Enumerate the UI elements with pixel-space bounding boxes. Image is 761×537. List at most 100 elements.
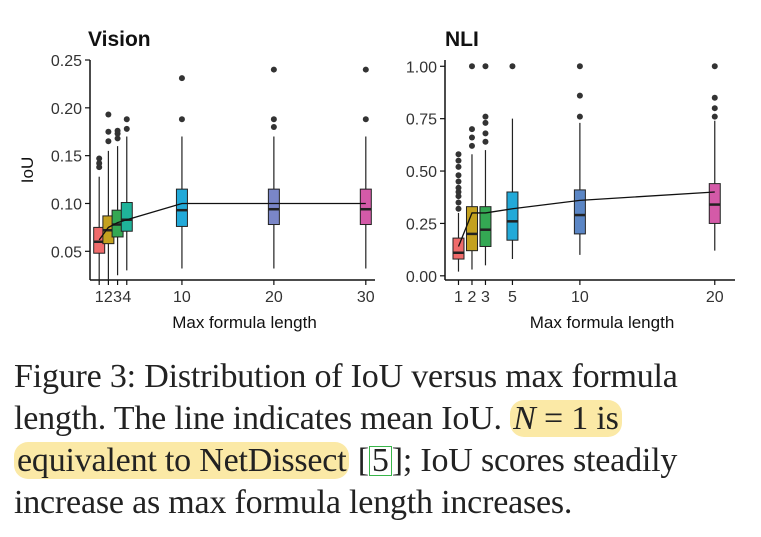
box-body	[267, 188, 280, 226]
outlier-point	[105, 138, 112, 145]
citation-link[interactable]: 5	[368, 444, 392, 478]
caption-line-3: equivalent to NetDissect [5]; IoU scores…	[14, 440, 749, 482]
caption-line-1: Figure 3: Distribution of IoU versus max…	[14, 358, 678, 395]
outlier-point	[482, 119, 489, 126]
box-5	[506, 63, 519, 260]
outlier-point	[455, 199, 462, 206]
box-2	[102, 111, 115, 280]
y-tick-label: 0.15	[51, 149, 82, 166]
box-3	[479, 63, 492, 266]
outlier-point	[96, 160, 103, 167]
outlier-point	[270, 116, 277, 123]
caption-text: ]	[391, 442, 403, 479]
x-tick-label: 3	[481, 289, 490, 306]
outlier-point	[711, 113, 718, 120]
outlier-point	[482, 63, 489, 70]
outlier-point	[105, 128, 112, 135]
y-tick-label: 0.00	[406, 269, 437, 286]
outlier-point	[482, 113, 489, 120]
caption-highlight: equivalent to NetDissect	[14, 442, 350, 479]
x-tick-label: 20	[265, 289, 283, 306]
x-tick-label: 1	[95, 289, 104, 306]
x-axis-label: Max formula length	[530, 313, 675, 332]
box-4	[120, 116, 133, 271]
outlier-point	[711, 94, 718, 101]
outlier-point	[468, 134, 475, 141]
outlier-point	[455, 189, 462, 195]
vision-panel: Vision 0.05 0.10 0.15 0.20 0.25 1 2 3 4 10 20 30 Max …	[18, 28, 375, 332]
box-body	[359, 188, 372, 226]
y-tick-label: 0.05	[51, 244, 82, 261]
outlier-point	[270, 123, 277, 130]
outlier-point	[468, 63, 475, 70]
box-2	[465, 63, 478, 270]
caption-highlight: N = 1 is	[510, 400, 622, 437]
y-tick-label: 0.25	[51, 53, 82, 70]
box-20	[708, 63, 721, 251]
box-body	[506, 191, 519, 241]
outlier-point	[178, 116, 185, 123]
outlier-point	[576, 92, 583, 99]
box-body	[452, 237, 465, 260]
box-10	[175, 75, 188, 269]
outlier-point	[455, 151, 462, 158]
y-tick-label: 0.20	[51, 101, 82, 118]
outlier-point	[482, 130, 489, 137]
y-axis-label: IoU	[18, 157, 37, 183]
x-tick-label: 2	[104, 289, 113, 306]
outlier-point	[114, 135, 121, 142]
outlier-point	[455, 163, 462, 170]
outlier-point	[509, 63, 516, 70]
x-axis-label: Max formula length	[172, 313, 317, 332]
caption-line-4: increase as max formula length increases…	[14, 484, 573, 521]
caption-variable: N	[513, 400, 536, 437]
outlier-point	[455, 184, 462, 191]
outlier-point	[362, 116, 369, 123]
outlier-point	[123, 116, 130, 123]
box-body	[465, 206, 478, 252]
x-tick-label: 5	[508, 289, 517, 306]
box-3	[111, 127, 124, 276]
outlier-point	[455, 172, 462, 179]
y-tick-label: 0.10	[51, 196, 82, 213]
box-body	[120, 202, 133, 232]
x-tick-label: 30	[357, 289, 375, 306]
outlier-point	[114, 127, 121, 134]
nli-panel: NLI 0.00 0.25 0.50 0.75 1.00 1 2 3 5 10 20 Max formu…	[406, 28, 735, 332]
figure-caption: Figure 3: Distribution of IoU versus max…	[14, 356, 749, 524]
x-tick-label: 3	[113, 289, 122, 306]
outlier-point	[576, 113, 583, 120]
outlier-point	[455, 205, 462, 212]
outlier-point	[711, 63, 718, 70]
outlier-point	[178, 75, 185, 82]
y-tick-label: 0.75	[406, 112, 437, 129]
outlier-point	[482, 138, 489, 145]
outlier-point	[362, 66, 369, 73]
box-10	[573, 63, 586, 255]
x-tick-label: 4	[122, 289, 131, 306]
outlier-point	[123, 125, 130, 132]
box-body	[573, 189, 586, 235]
caption-equation: = 1	[535, 400, 589, 437]
caption-text: ; IoU scores steadily	[402, 442, 678, 479]
box-20	[267, 66, 280, 269]
mean-line	[457, 191, 715, 247]
box-body	[175, 188, 188, 227]
outlier-point	[455, 178, 462, 185]
chart-title: NLI	[445, 28, 479, 51]
outlier-point	[468, 142, 475, 149]
y-tick-label: 1.00	[406, 59, 437, 76]
outlier-point	[711, 105, 718, 112]
outlier-point	[105, 111, 112, 118]
mean-line	[98, 202, 366, 241]
outlier-point	[576, 63, 583, 70]
x-tick-label: 10	[571, 289, 589, 306]
chart-title: Vision	[88, 28, 151, 51]
caption-text: [	[349, 442, 369, 479]
outlier-point	[455, 193, 462, 200]
box-body	[479, 206, 492, 247]
x-tick-label: 2	[468, 289, 477, 306]
outlier-point	[270, 66, 277, 73]
outlier-point	[455, 157, 462, 164]
